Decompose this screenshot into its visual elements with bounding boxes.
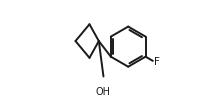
Text: F: F bbox=[154, 57, 160, 67]
Text: OH: OH bbox=[96, 87, 111, 97]
